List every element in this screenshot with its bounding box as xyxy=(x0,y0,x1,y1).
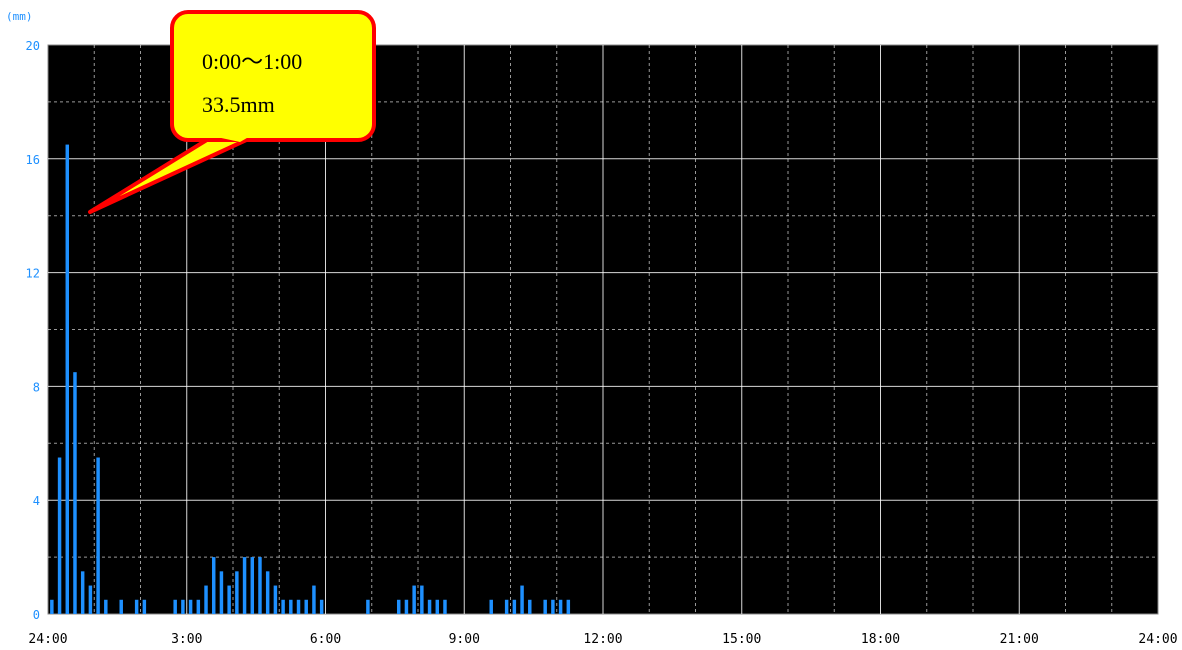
rainfall-bar xyxy=(412,585,416,614)
rainfall-bar xyxy=(188,599,193,614)
y-tick-label: 12 xyxy=(26,267,40,281)
rainfall-bar xyxy=(80,571,85,614)
rainfall-bar xyxy=(265,571,270,614)
rainfall-bar xyxy=(227,585,231,614)
x-tick-label: 21:00 xyxy=(1000,632,1039,647)
y-tick-label: 4 xyxy=(33,494,40,508)
rainfall-bar xyxy=(319,599,324,614)
rainfall-bar xyxy=(420,585,424,614)
rainfall-bar xyxy=(551,599,555,614)
y-tick-label: 20 xyxy=(26,39,40,53)
rainfall-bar xyxy=(50,599,54,614)
callout-period-label: 0:00～1:00 xyxy=(202,49,303,74)
rainfall-bar xyxy=(312,585,316,614)
callout-box xyxy=(170,10,376,142)
rainfall-bar xyxy=(181,599,185,614)
rainfall-bar xyxy=(296,599,301,614)
rainfall-bar xyxy=(289,599,293,614)
x-tick-label: 12:00 xyxy=(583,632,622,647)
rainfall-bar xyxy=(443,599,447,614)
x-tick-label: 24:00 xyxy=(1138,632,1177,647)
rainfall-bar xyxy=(528,599,532,614)
rainfall-bar xyxy=(489,599,493,614)
rainfall-bar xyxy=(435,599,440,614)
x-tick-label: 18:00 xyxy=(861,632,900,647)
rainfall-bar xyxy=(366,599,370,614)
rainfall-bar xyxy=(242,557,247,614)
rainfall-bar xyxy=(104,599,108,614)
rainfall-bar xyxy=(250,557,255,614)
y-tick-label: 0 xyxy=(33,608,40,622)
x-tick-label: 9:00 xyxy=(449,632,480,647)
rainfall-bar xyxy=(88,585,93,614)
rainfall-bar xyxy=(196,599,201,614)
rainfall-bar xyxy=(504,599,509,614)
rainfall-bar xyxy=(543,599,547,614)
rainfall-bar xyxy=(258,557,262,614)
rainfall-bar xyxy=(520,585,524,614)
rainfall-bar xyxy=(281,599,285,614)
rainfall-bar xyxy=(304,599,308,614)
rainfall-bar xyxy=(142,599,147,614)
rainfall-bar xyxy=(73,372,77,614)
y-unit-label: (mm) xyxy=(6,10,33,23)
y-tick-label: 16 xyxy=(26,153,40,167)
rainfall-bar xyxy=(96,457,100,614)
rainfall-bar xyxy=(173,599,177,614)
rainfall-bar xyxy=(65,144,70,614)
x-tick-label: 6:00 xyxy=(310,632,341,647)
rainfall-bar xyxy=(235,571,239,614)
rainfall-bar xyxy=(134,599,139,614)
rainfall-bar xyxy=(204,585,208,614)
x-tick-label: 24:00 xyxy=(28,632,67,647)
x-tick-label: 3:00 xyxy=(171,632,202,647)
rainfall-bar xyxy=(566,599,571,614)
rainfall-bar xyxy=(558,599,563,614)
rainfall-bar xyxy=(57,457,62,614)
y-tick-label: 8 xyxy=(33,380,40,394)
rainfall-bar xyxy=(211,557,216,614)
rainfall-bar xyxy=(119,599,123,614)
x-tick-label: 15:00 xyxy=(722,632,761,647)
rainfall-bar xyxy=(273,585,278,614)
callout-pointer-seam xyxy=(212,135,252,142)
callout-total-label: 33.5mm xyxy=(202,92,275,117)
rainfall-bar xyxy=(404,599,409,614)
rainfall-bar xyxy=(219,571,224,614)
rainfall-bar xyxy=(427,599,432,614)
rainfall-bar xyxy=(512,599,517,614)
rainfall-bar xyxy=(396,599,401,614)
